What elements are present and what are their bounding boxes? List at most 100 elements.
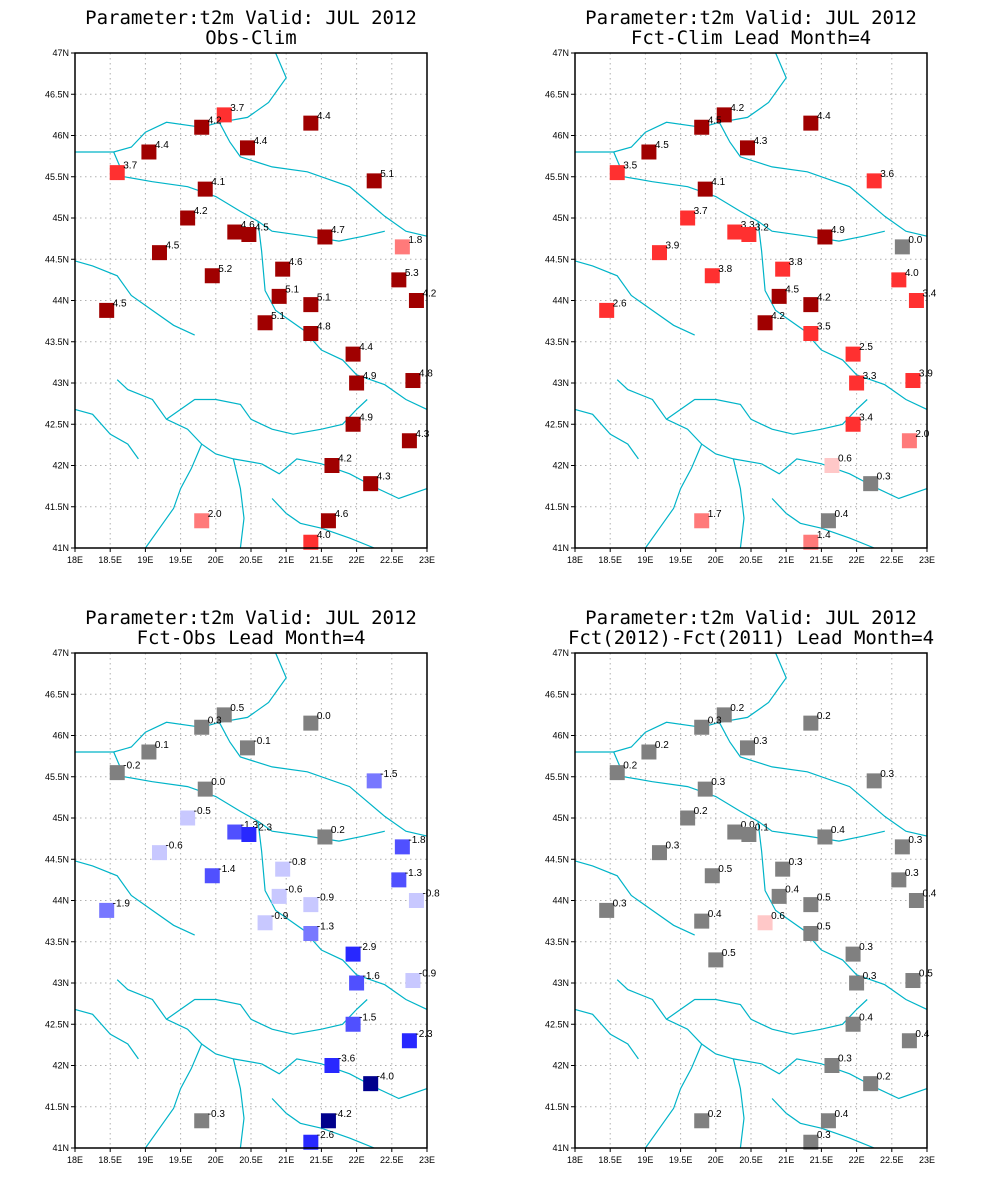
station-marker bbox=[863, 1076, 879, 1092]
x-tick-label: 22E bbox=[349, 1155, 365, 1165]
station-marker bbox=[891, 872, 907, 888]
x-tick-label: 20.5E bbox=[239, 555, 263, 565]
station-value-label: 3.6 bbox=[880, 169, 894, 180]
station-marker bbox=[803, 115, 819, 131]
station-marker bbox=[891, 272, 907, 288]
station-marker bbox=[303, 715, 319, 731]
station-value-label: -1.8 bbox=[408, 835, 426, 846]
station-value-label: -2.6 bbox=[317, 1130, 335, 1141]
station-marker bbox=[324, 1058, 340, 1073]
y-tick-label: 47N bbox=[52, 48, 69, 58]
y-tick-label: 43N bbox=[52, 978, 69, 988]
station-marker bbox=[599, 902, 615, 918]
station-value-label: -1.3 bbox=[405, 868, 423, 879]
y-tick-label: 42N bbox=[552, 1061, 569, 1071]
station-marker bbox=[216, 707, 232, 723]
station-value-label: 0.3 bbox=[711, 777, 725, 788]
x-tick-label: 21E bbox=[278, 1155, 294, 1165]
station-value-label: 0.4 bbox=[922, 889, 936, 900]
y-tick-label: 41.5N bbox=[45, 1102, 69, 1112]
station-marker bbox=[405, 973, 421, 989]
border-line bbox=[144, 443, 203, 549]
station-marker bbox=[303, 297, 319, 313]
x-tick-label: 23E bbox=[919, 555, 935, 565]
station-value-label: 4.5 bbox=[113, 298, 127, 309]
station-value-label: 0.2 bbox=[708, 1109, 722, 1120]
station-value-label: 4.4 bbox=[359, 342, 373, 353]
x-tick-label: 22.5E bbox=[880, 1155, 904, 1165]
station-value-label: 4.1 bbox=[211, 177, 225, 188]
station-value-label: 4.2 bbox=[817, 293, 831, 304]
station-value-label: 0.4 bbox=[859, 1012, 873, 1023]
border-line bbox=[574, 1008, 639, 1060]
station-value-label: 3.7 bbox=[694, 206, 708, 217]
y-tick-label: 45.5N bbox=[545, 772, 569, 782]
border-line bbox=[74, 408, 139, 460]
border-line bbox=[218, 122, 428, 237]
station-marker bbox=[141, 144, 157, 160]
x-tick-label: 19E bbox=[637, 1155, 653, 1165]
y-tick-label: 41N bbox=[552, 1143, 569, 1153]
y-tick-label: 44.5N bbox=[45, 254, 69, 264]
station-value-label: -0.9 bbox=[317, 893, 335, 904]
station-value-label: 4.5 bbox=[785, 284, 799, 295]
station-value-label: -1.5 bbox=[380, 769, 398, 780]
station-marker bbox=[363, 1076, 379, 1092]
station-value-label: 0.5 bbox=[722, 948, 736, 959]
station-value-label: 0.2 bbox=[877, 1072, 891, 1083]
station-value-label: -1.6 bbox=[363, 971, 381, 982]
y-tick-label: 44N bbox=[552, 896, 569, 906]
station-marker bbox=[317, 829, 333, 845]
station-marker bbox=[151, 245, 167, 261]
y-tick-label: 45N bbox=[52, 213, 69, 223]
border-line bbox=[613, 151, 885, 242]
y-tick-label: 43.5N bbox=[545, 337, 569, 347]
station-value-label: 4.0 bbox=[905, 268, 919, 279]
station-value-label: 0.3 bbox=[753, 736, 767, 747]
station-value-label: 2.5 bbox=[859, 342, 873, 353]
station-value-label: 2.0 bbox=[915, 429, 929, 440]
station-marker bbox=[391, 272, 407, 288]
panel-title: Parameter:t2m Valid: JUL 2012 bbox=[85, 607, 417, 629]
y-tick-label: 45N bbox=[552, 213, 569, 223]
station-value-label: 3.3 bbox=[863, 371, 877, 382]
station-value-label: 2.6 bbox=[613, 298, 627, 309]
station-marker bbox=[694, 719, 710, 735]
border-line bbox=[718, 722, 928, 837]
station-value-label: 0.0 bbox=[908, 235, 922, 246]
station-marker bbox=[180, 810, 196, 826]
x-tick-label: 21E bbox=[278, 555, 294, 565]
station-value-label: 0.3 bbox=[838, 1054, 852, 1065]
station-marker bbox=[845, 416, 861, 432]
x-tick-label: 18.5E bbox=[598, 1155, 622, 1165]
x-tick-label: 21.5E bbox=[310, 555, 334, 565]
station-marker bbox=[803, 326, 819, 341]
x-tick-label: 18E bbox=[67, 1155, 83, 1165]
station-value-label: 4.4 bbox=[253, 136, 267, 147]
station-value-label: 0.3 bbox=[880, 769, 894, 780]
station-value-label: 4.2 bbox=[194, 206, 208, 217]
station-value-label: 3.5 bbox=[817, 322, 831, 333]
y-tick-label: 42.5N bbox=[545, 1019, 569, 1029]
x-tick-label: 18.5E bbox=[598, 555, 622, 565]
station-marker bbox=[901, 433, 917, 449]
station-marker bbox=[757, 915, 773, 931]
station-value-label: 4.5 bbox=[655, 140, 669, 151]
station-marker bbox=[716, 707, 732, 723]
station-marker bbox=[271, 888, 287, 904]
panel-subtitle: Fct-Clim Lead Month=4 bbox=[631, 27, 871, 49]
x-tick-label: 20E bbox=[708, 555, 724, 565]
station-value-label: 4.9 bbox=[363, 371, 377, 382]
y-tick-label: 42N bbox=[552, 461, 569, 471]
station-marker bbox=[401, 1033, 417, 1049]
y-tick-label: 44N bbox=[552, 296, 569, 306]
station-value-label: 0.4 bbox=[708, 909, 722, 920]
station-marker bbox=[694, 1113, 710, 1129]
station-marker bbox=[141, 744, 157, 760]
y-tick-label: 43N bbox=[52, 378, 69, 388]
station-value-label: 4.4 bbox=[317, 111, 331, 122]
y-tick-label: 45N bbox=[52, 813, 69, 823]
station-marker bbox=[197, 781, 213, 797]
y-tick-label: 46.5N bbox=[545, 689, 569, 699]
